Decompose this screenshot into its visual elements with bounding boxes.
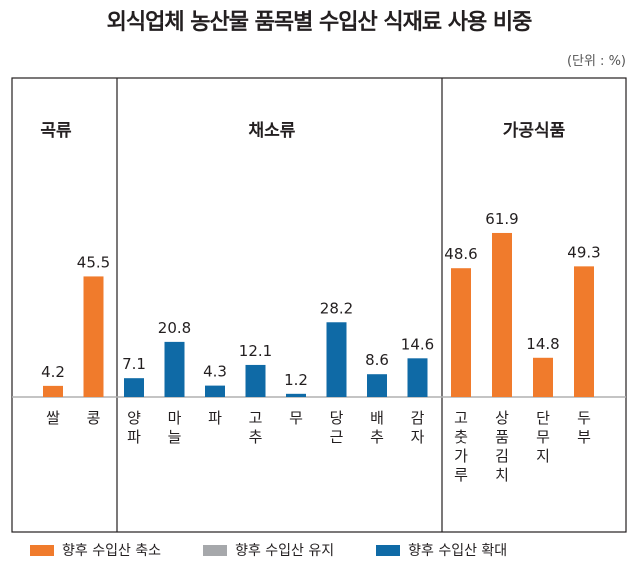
bar-무 [286,393,306,397]
legend-label-keep: 향후 수입산 유지 [235,543,335,559]
bar-마늘 [164,341,185,397]
chart-title: 외식업체 농산물 품목별 수입산 식재료 사용 비중 [106,10,533,35]
category-label-무: 무 [289,409,303,427]
value-label-당근: 28.2 [320,299,353,317]
legend-label-shrink: 향후 수입산 축소 [62,543,162,559]
value-label-파: 4.3 [203,363,227,381]
bar-고추 [245,364,266,397]
value-label-감자: 14.6 [401,335,434,353]
group-label-3: 가공식품 [503,121,566,141]
value-label-고추: 12.1 [239,342,272,360]
category-label-쌀: 쌀 [46,409,60,427]
legend-item-shrink: 향후 수입산 축소 [30,540,161,560]
bar-쌀 [43,385,63,397]
category-label-파: 파 [208,409,222,427]
group-label-1: 곡류 [40,121,72,141]
value-label-양파: 7.1 [122,355,146,373]
bar-고춧가루 [451,268,471,397]
legend-swatch-expand [376,544,401,556]
legend: 향후 수입산 축소 향후 수입산 유지 향후 수입산 확대 [30,540,507,560]
bar-상품김치 [492,232,512,397]
bar-단무지 [533,357,553,397]
bar-당근 [326,322,347,397]
value-label-배추: 8.6 [365,351,389,369]
value-label-상품김치: 61.9 [485,210,518,228]
value-label-콩: 45.5 [77,253,110,271]
bar-양파 [124,378,144,397]
legend-item-expand: 향후 수입산 확대 [376,540,507,560]
legend-item-keep: 향후 수입산 유지 [203,540,334,560]
bar-두부 [574,266,594,397]
value-label-고춧가루: 48.6 [444,245,477,263]
legend-label-expand: 향후 수입산 확대 [408,543,508,559]
value-label-단무지: 14.8 [526,335,559,353]
bar-콩 [83,276,104,397]
value-label-두부: 49.3 [567,243,600,261]
bar-배추 [367,374,387,397]
value-label-무: 1.2 [284,371,308,389]
plot-frame [11,77,627,533]
legend-swatch-keep [203,544,228,556]
value-label-쌀: 4.2 [41,363,65,381]
category-label-콩: 콩 [87,409,101,427]
unit-label: (단위 : %) [566,54,626,69]
bar-감자 [407,358,428,397]
legend-swatch-shrink [30,544,54,556]
group-label-2: 채소류 [249,121,296,141]
value-label-마늘: 20.8 [158,319,191,337]
bar-파 [205,385,225,397]
